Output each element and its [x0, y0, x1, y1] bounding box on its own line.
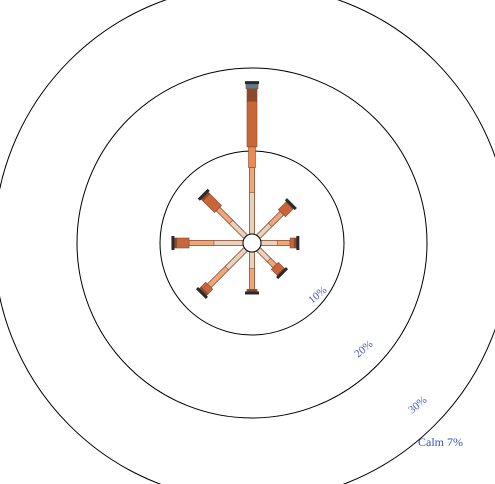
- ring-20: [76, 67, 428, 419]
- petal-w-segment-4: [176, 237, 190, 249]
- ring-labels: 10% 20% 30%: [306, 284, 429, 416]
- petal-cap-sw: [195, 287, 208, 300]
- petal-cap-s: [245, 291, 259, 295]
- petal-n: [245, 81, 259, 235]
- direction-petals: [171, 81, 300, 300]
- petal-cap-se: [276, 267, 289, 280]
- petal-w-segment-2: [188, 240, 215, 246]
- petal-ne: [256, 198, 297, 239]
- petal-e-segment-4: [289, 237, 295, 249]
- petal-cap-e: [296, 236, 300, 250]
- petal-s-segment-2: [249, 268, 255, 290]
- petal-n-segment-4: [246, 100, 258, 148]
- petal-se: [256, 247, 289, 280]
- ring-label-10: 10%: [306, 284, 329, 306]
- petal-w: [171, 236, 244, 250]
- petal-nw-segment-2: [215, 206, 234, 225]
- petal-ne-segment-2: [267, 210, 285, 228]
- petal-s: [245, 251, 259, 295]
- ring-label-20: 20%: [352, 338, 375, 360]
- petal-e-segment-2: [277, 240, 291, 246]
- petal-cap-nw: [197, 188, 210, 201]
- calm-center-circle: [242, 233, 262, 253]
- ring-label-30: 30%: [406, 394, 429, 416]
- petal-cap-w: [171, 236, 175, 250]
- petal-cap-ne: [284, 198, 297, 211]
- petal-nw: [197, 188, 248, 239]
- petal-sw: [195, 247, 248, 300]
- petal-n-segment-2: [249, 167, 255, 193]
- calm-label: Calm 7%: [418, 435, 463, 449]
- petal-sw-segment-2: [207, 265, 230, 288]
- petal-n-segment-3: [248, 146, 256, 168]
- petal-n-segment-5: [246, 88, 258, 102]
- petal-cap-n: [245, 81, 259, 85]
- petal-e: [260, 236, 300, 250]
